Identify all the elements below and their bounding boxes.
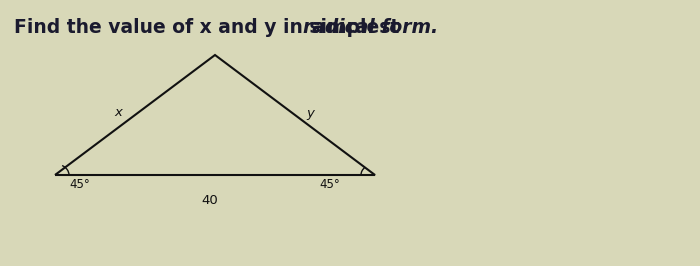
Text: x: x bbox=[114, 106, 122, 119]
Text: 45°: 45° bbox=[69, 178, 90, 192]
Text: 40: 40 bbox=[202, 193, 218, 206]
Text: y: y bbox=[306, 106, 314, 119]
Text: Find the value of x and y in simplest: Find the value of x and y in simplest bbox=[14, 18, 406, 37]
Text: radical form.: radical form. bbox=[303, 18, 438, 37]
Text: 45°: 45° bbox=[320, 178, 340, 192]
